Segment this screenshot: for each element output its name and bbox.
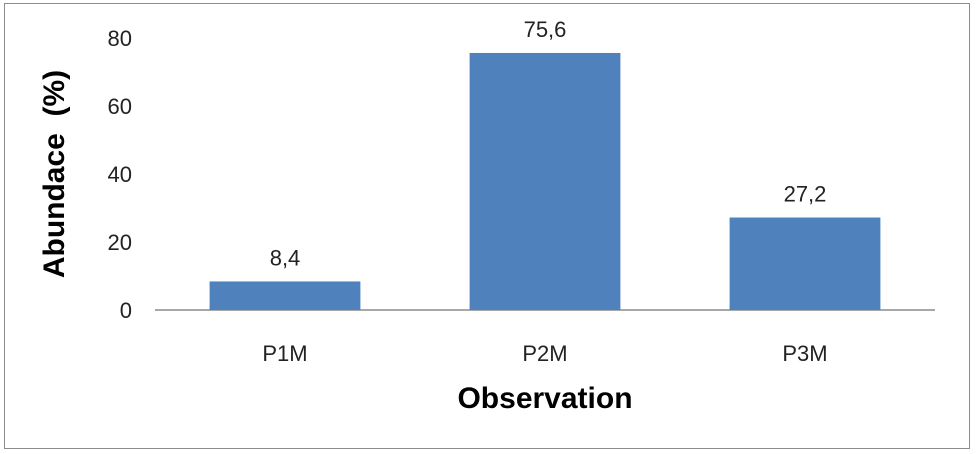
x-tick-label: P2M: [522, 341, 567, 366]
bar-value-label: 75,6: [524, 17, 567, 42]
y-tick-label: 60: [108, 94, 132, 119]
x-axis-title: Observation: [457, 382, 632, 415]
bar: [729, 217, 881, 310]
data-labels-group: 8,4 75,6 27,2: [270, 17, 827, 270]
bar: [469, 52, 621, 311]
x-tick-label: P1M: [262, 341, 307, 366]
bar: [209, 281, 361, 310]
y-tick-label: 40: [108, 162, 132, 187]
y-tick-label: 20: [108, 230, 132, 255]
y-axis-title: Abundace (%): [38, 70, 71, 278]
y-tick-label: 0: [120, 298, 132, 323]
bars-group: [209, 52, 881, 311]
bar-value-label: 8,4: [270, 245, 301, 270]
x-tick-label: P3M: [782, 341, 827, 366]
y-tick-label: 80: [108, 26, 132, 51]
x-axis-ticks: P1M P2M P3M: [262, 341, 827, 366]
y-axis-ticks: 0 20 40 60 80: [108, 26, 132, 323]
bar-value-label: 27,2: [784, 182, 827, 207]
